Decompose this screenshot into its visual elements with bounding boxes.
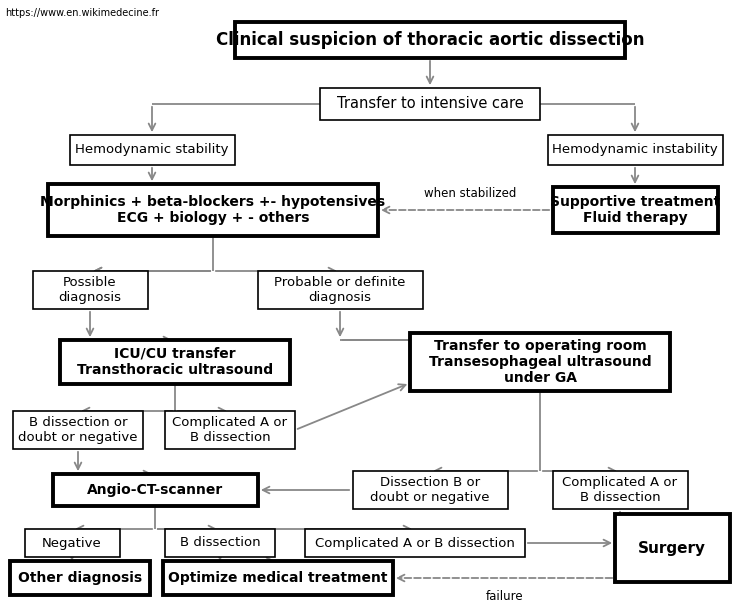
Text: Probable or definite
diagnosis: Probable or definite diagnosis xyxy=(274,276,406,304)
Text: Hemodynamic stability: Hemodynamic stability xyxy=(75,144,229,156)
FancyBboxPatch shape xyxy=(548,135,722,165)
Text: Possible
diagnosis: Possible diagnosis xyxy=(58,276,122,304)
FancyBboxPatch shape xyxy=(553,471,688,509)
FancyBboxPatch shape xyxy=(165,411,295,449)
FancyBboxPatch shape xyxy=(257,271,422,309)
FancyBboxPatch shape xyxy=(305,529,525,557)
Text: B dissection: B dissection xyxy=(180,537,260,549)
FancyBboxPatch shape xyxy=(410,333,670,391)
FancyBboxPatch shape xyxy=(32,271,148,309)
FancyBboxPatch shape xyxy=(25,529,119,557)
FancyBboxPatch shape xyxy=(320,88,540,120)
FancyBboxPatch shape xyxy=(70,135,235,165)
FancyBboxPatch shape xyxy=(352,471,508,509)
Text: B dissection or
doubt or negative: B dissection or doubt or negative xyxy=(18,416,138,444)
FancyBboxPatch shape xyxy=(10,561,150,595)
FancyBboxPatch shape xyxy=(614,514,730,582)
Text: Complicated A or
B dissection: Complicated A or B dissection xyxy=(562,476,677,504)
Text: failure: failure xyxy=(486,590,524,601)
Text: Negative: Negative xyxy=(42,537,102,549)
FancyBboxPatch shape xyxy=(553,187,718,233)
Text: https://www.en.wikimedecine.fr: https://www.en.wikimedecine.fr xyxy=(5,8,159,18)
Text: Other diagnosis: Other diagnosis xyxy=(18,571,142,585)
FancyBboxPatch shape xyxy=(165,529,275,557)
Text: Surgery: Surgery xyxy=(638,540,706,555)
FancyBboxPatch shape xyxy=(235,22,625,58)
Text: Transfer to intensive care: Transfer to intensive care xyxy=(337,97,524,112)
FancyBboxPatch shape xyxy=(48,184,378,236)
FancyBboxPatch shape xyxy=(53,474,257,506)
Text: Complicated A or B dissection: Complicated A or B dissection xyxy=(315,537,515,549)
Text: Angio-CT-scanner: Angio-CT-scanner xyxy=(87,483,224,497)
Text: Dissection B or
doubt or negative: Dissection B or doubt or negative xyxy=(370,476,490,504)
Text: Hemodynamic instability: Hemodynamic instability xyxy=(552,144,718,156)
FancyBboxPatch shape xyxy=(163,561,393,595)
Text: Optimize medical treatment: Optimize medical treatment xyxy=(168,571,388,585)
Text: ICU/CU transfer
Transthoracic ultrasound: ICU/CU transfer Transthoracic ultrasound xyxy=(77,347,273,377)
Text: Morphinics + beta-blockers +- hypotensives
ECG + biology + - others: Morphinics + beta-blockers +- hypotensiv… xyxy=(40,195,386,225)
Text: Clinical suspicion of thoracic aortic dissection: Clinical suspicion of thoracic aortic di… xyxy=(216,31,644,49)
Text: Complicated A or
B dissection: Complicated A or B dissection xyxy=(172,416,287,444)
Text: Supportive treatment
Fluid therapy: Supportive treatment Fluid therapy xyxy=(550,195,720,225)
Text: Transfer to operating room
Transesophageal ultrasound
under GA: Transfer to operating room Transesophage… xyxy=(429,339,651,385)
FancyBboxPatch shape xyxy=(13,411,143,449)
FancyBboxPatch shape xyxy=(60,340,290,384)
Text: when stabilized: when stabilized xyxy=(424,187,516,200)
